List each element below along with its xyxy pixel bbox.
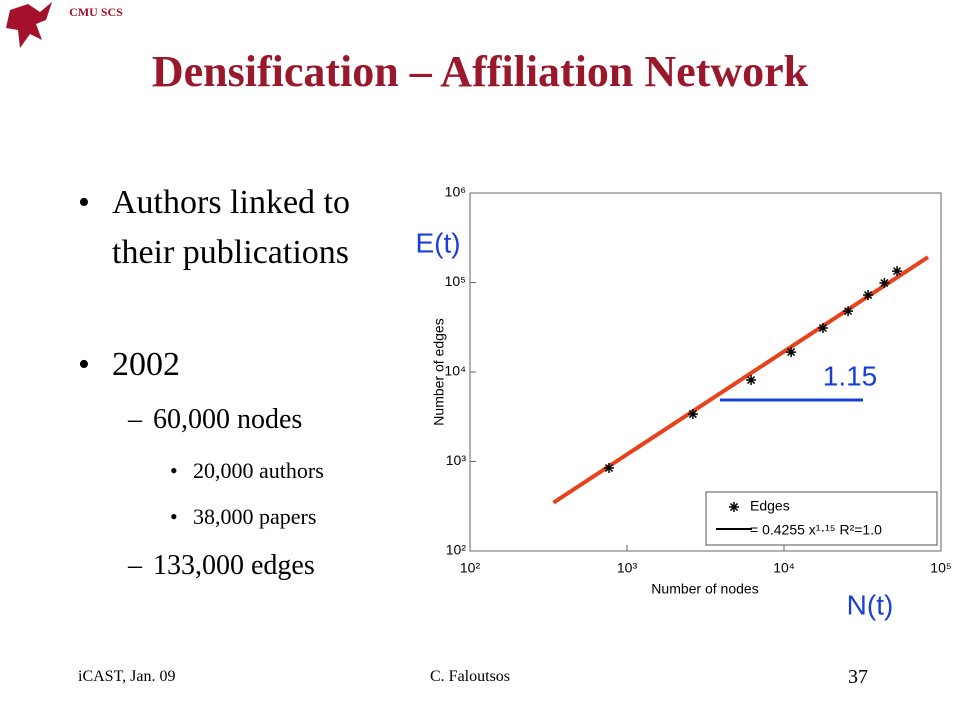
bullet-dot: • — [170, 458, 178, 483]
bullet: 133,000 edges — [153, 550, 315, 581]
point — [843, 306, 854, 317]
bullet: Authors linked to their publications — [112, 184, 350, 271]
y-axis-label: Number of edges — [431, 318, 447, 425]
x-tick-label: 10³ — [617, 560, 638, 576]
point — [817, 323, 828, 334]
legend-label: Edges — [750, 498, 790, 514]
bullet: 60,000 nodes — [153, 404, 303, 435]
point — [879, 277, 890, 288]
footer-left: iCAST, Jan. 09 — [78, 668, 176, 685]
footer-center: C. Faloutsos — [430, 668, 511, 685]
point — [786, 347, 797, 358]
slide-title: Densification – Affiliation Network — [151, 47, 809, 96]
bullet: 38,000 papers — [193, 504, 317, 529]
x-tick-label: 10² — [460, 560, 481, 576]
y-tick-label: 10³ — [446, 452, 467, 468]
y-tick-label: 10⁵ — [445, 273, 466, 289]
legend-label: = 0.4255 x¹·¹⁵ R²=1.0 — [750, 522, 882, 538]
bullet-dash: – — [128, 404, 142, 435]
bullet: 20,000 authors — [193, 458, 324, 483]
bullet-dot: • — [170, 504, 178, 529]
point — [604, 463, 615, 473]
logo — [6, 2, 52, 48]
legend-box — [705, 491, 938, 546]
bullet-dash: – — [128, 550, 142, 581]
point — [892, 266, 903, 277]
bullet: 2002 — [112, 346, 180, 383]
bullet-dot: • — [78, 346, 90, 383]
point — [746, 375, 757, 386]
y-var-label: E(t) — [415, 227, 460, 258]
bullet-dot: • — [78, 184, 90, 221]
org-label: CMU SCS — [69, 5, 123, 19]
x-tick-label: 10⁴ — [773, 560, 795, 576]
y-tick-label: 10² — [446, 542, 467, 558]
slope-label: 1.15 — [823, 360, 878, 391]
x-axis-label: Number of nodes — [651, 581, 758, 597]
legend-marker — [729, 502, 739, 512]
x-var-label: N(t) — [847, 589, 894, 620]
y-tick-label: 10⁶ — [445, 184, 466, 200]
x-tick-label: 10⁵ — [930, 560, 951, 576]
y-tick-label: 10⁴ — [444, 363, 466, 379]
point — [863, 290, 874, 301]
point — [687, 409, 698, 420]
page-number: 37 — [848, 666, 868, 688]
